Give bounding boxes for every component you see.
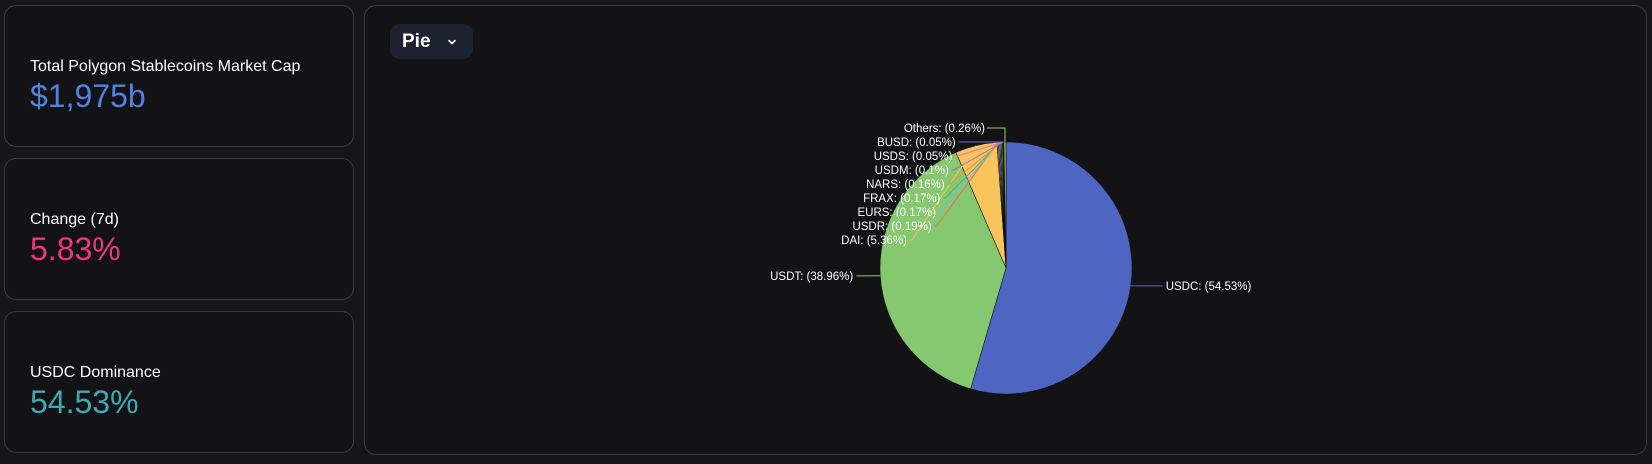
pie-slices bbox=[879, 141, 1133, 395]
usdc-dominance-card: USDC Dominance 54.53% bbox=[4, 311, 354, 453]
change-7d-value: 5.83% bbox=[30, 231, 121, 267]
pie-label-usdt: USDT: (38.96%) bbox=[770, 271, 853, 283]
pie-slice-usdc[interactable] bbox=[970, 141, 1133, 395]
total-market-cap-card: Total Polygon Stablecoins Market Cap $1,… bbox=[4, 5, 354, 147]
chevron-down-icon bbox=[448, 39, 456, 45]
chart-type-select-label: Pie bbox=[402, 30, 431, 52]
pie-label-usdm: USDM: (0.1%) bbox=[875, 165, 949, 177]
chart-type-select[interactable]: Pie bbox=[390, 24, 473, 59]
change-7d-label: Change (7d) bbox=[30, 211, 119, 228]
pie-leader-usdm bbox=[951, 141, 1004, 171]
change-7d-card: Change (7d) 5.83% bbox=[4, 158, 354, 300]
pie-label-busd: BUSD: (0.05%) bbox=[877, 137, 956, 149]
pie-leader-usds bbox=[955, 141, 1004, 157]
pie-leader-nars bbox=[947, 141, 1003, 185]
usdc-dominance-label: USDC Dominance bbox=[30, 364, 161, 381]
total-market-cap-value: $1,975b bbox=[30, 78, 146, 114]
pie-leader-dai bbox=[910, 145, 977, 241]
pie-label-usds: USDS: (0.05%) bbox=[874, 151, 953, 163]
pie-leader-usdr bbox=[934, 142, 999, 227]
usdc-dominance-value: 54.53% bbox=[30, 384, 139, 420]
pie-slice-usdt[interactable] bbox=[879, 151, 1007, 390]
pie-leader-frax bbox=[943, 141, 1001, 199]
pie-label-dai: DAI: (5.36%) bbox=[841, 235, 907, 247]
total-market-cap-label: Total Polygon Stablecoins Market Cap bbox=[30, 58, 301, 75]
pie-label-usdr: USDR: (0.19%) bbox=[852, 221, 931, 233]
pie-slice-others[interactable] bbox=[1003, 141, 1007, 269]
pie-label-others: Others: (0.26%) bbox=[904, 123, 985, 135]
pie-labels: USDC: (54.53%) USDT: (38.96%) DAI: (5.36%)… bbox=[770, 123, 1251, 293]
pie-label-eurs: EURS: (0.17%) bbox=[857, 207, 936, 219]
pie-label-usdc: USDC: (54.53%) bbox=[1166, 281, 1252, 293]
pie-label-nars: NARS: (0.16%) bbox=[866, 179, 945, 191]
pie-label-frax: FRAX: (0.17%) bbox=[863, 193, 940, 205]
pie-leader-eurs bbox=[939, 141, 1000, 213]
pie-leader-others bbox=[986, 127, 1006, 142]
